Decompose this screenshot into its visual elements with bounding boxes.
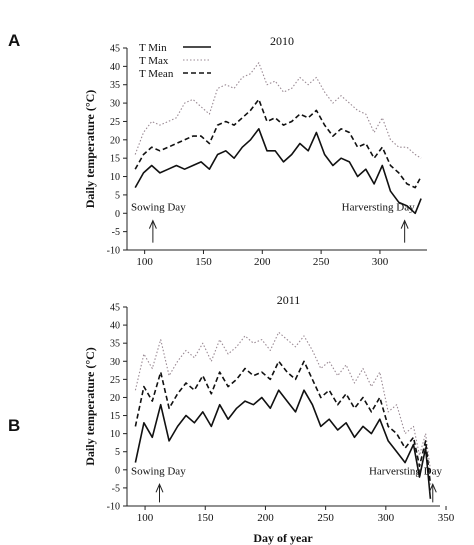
- y-tick-label: 35: [110, 339, 120, 350]
- x-tick-label: 350: [438, 512, 455, 524]
- y-tick-label: 45: [110, 44, 120, 55]
- panel-letter: B: [8, 416, 20, 435]
- y-tick-label: 0: [115, 465, 120, 476]
- y-tick-label: -10: [107, 502, 120, 513]
- y-tick-label: 5: [115, 447, 120, 458]
- chart-panel-a: A 2010 -10 -5 0 5 10 15 20 25 30 35 40 45 100 150 200 250…: [8, 31, 427, 268]
- x-tick-label: 300: [372, 256, 389, 268]
- annotation-arrow-head: [400, 219, 409, 229]
- annotation-arrow-head: [428, 483, 437, 493]
- y-tick-label: -10: [107, 246, 120, 257]
- series-line-t-min: [134, 128, 422, 215]
- y-tick-label: 20: [110, 135, 120, 146]
- y-tick-label: 45: [110, 303, 120, 314]
- y-tick-label: 5: [115, 190, 120, 201]
- y-tick-label: 10: [110, 429, 120, 440]
- y-axis-label: Daily temperature (°C): [83, 347, 97, 466]
- series-line-t-mean: [134, 360, 432, 485]
- x-axis-label: Day of year: [253, 531, 313, 545]
- x-tick-label: 200: [257, 512, 274, 524]
- annotation-label: Harversting Day: [342, 202, 416, 214]
- y-tick-label: 25: [110, 117, 120, 128]
- annotation-label: Harversting Day: [369, 465, 443, 477]
- chart-title: 2011: [277, 293, 301, 307]
- legend-label: T Mean: [139, 68, 174, 80]
- annotation-arrow-head: [155, 483, 164, 493]
- x-tick-label: 250: [317, 512, 334, 524]
- x-tick-label: 150: [197, 512, 214, 524]
- series-line-t-mean: [134, 98, 422, 189]
- annotation-label: Sowing Day: [131, 202, 186, 214]
- y-tick-label: 15: [110, 411, 120, 422]
- x-tick-label: 150: [195, 256, 212, 268]
- panel-letter: A: [8, 31, 20, 50]
- y-tick-label: 25: [110, 375, 120, 386]
- y-tick-label: 35: [110, 80, 120, 91]
- y-tick-label: 15: [110, 154, 120, 165]
- chart-title: 2010: [270, 34, 294, 48]
- x-tick-label: 100: [136, 256, 153, 268]
- y-tick-label: -5: [112, 227, 120, 238]
- y-tick-label: 10: [110, 172, 120, 183]
- series-line-t-max: [134, 331, 431, 470]
- annotation-label: Sowing Day: [131, 465, 186, 477]
- series-line-t-min: [134, 389, 432, 499]
- y-tick-label: 0: [115, 209, 120, 220]
- y-tick-label: -5: [112, 483, 120, 494]
- y-tick-label: 20: [110, 393, 120, 404]
- chart-panel-b: B 2011 -10 -5 0 5 10 15 20 25 30 35 40 45 100 150 200 250…: [8, 293, 455, 524]
- y-axis-label: Daily temperature (°C): [83, 90, 97, 209]
- x-tick-label: 300: [378, 512, 395, 524]
- series-line-t-max: [134, 62, 422, 159]
- annotation-arrow-head: [148, 219, 157, 229]
- y-tick-label: 40: [110, 321, 120, 332]
- legend-label: T Min: [139, 42, 167, 54]
- legend-label: T Max: [139, 55, 169, 67]
- x-tick-label: 100: [137, 512, 154, 524]
- x-tick-label: 250: [313, 256, 330, 268]
- y-tick-label: 30: [110, 99, 120, 110]
- y-tick-label: 40: [110, 62, 120, 73]
- x-tick-label: 200: [254, 256, 271, 268]
- y-tick-label: 30: [110, 357, 120, 368]
